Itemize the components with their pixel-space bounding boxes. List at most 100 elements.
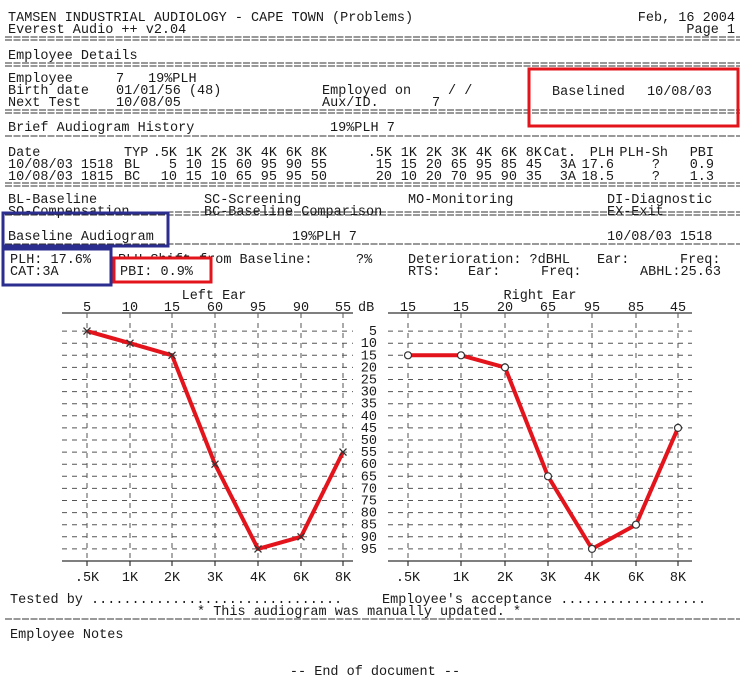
field-value: 01/01/56 (48) [116, 84, 221, 99]
marker [403, 351, 413, 360]
value-label: 15 [164, 301, 180, 316]
abhl: ABHL:25.63 [640, 265, 721, 280]
y-tick-label: 95 [361, 543, 377, 558]
table-cell: 65 [236, 170, 252, 185]
baseline-datetime: 10/08/03 1518 [607, 230, 712, 245]
column-header: Cat. [544, 146, 576, 161]
column-header: PBI [690, 146, 714, 161]
y-tick-label: 55 [361, 446, 377, 461]
highlight-box [527, 67, 740, 128]
column-header: 4K [476, 146, 493, 161]
table-cell: 95 [286, 170, 302, 185]
column-header: 1K [401, 146, 418, 161]
marker [587, 544, 597, 554]
column-header: 2K [426, 146, 443, 161]
table-cell: 95 [476, 158, 492, 173]
table-cell: 3A [560, 158, 577, 173]
table-cell: 15 [376, 158, 392, 173]
value-label: 15 [453, 301, 469, 316]
x-tick-label: .5K [396, 571, 421, 586]
table-cell: 17.6 [582, 158, 614, 173]
value-label: 5 [83, 301, 91, 316]
table-cell: 70 [451, 170, 467, 185]
column-header: 8K [311, 146, 328, 161]
column-header: 8K [526, 146, 543, 161]
table-cell: 90 [501, 170, 517, 185]
field-label: Next Test [8, 96, 81, 111]
marker [631, 520, 641, 529]
y-tick-label: 90 [361, 531, 377, 546]
column-header: 2K [211, 146, 228, 161]
value-label: 90 [293, 301, 309, 316]
y-tick-label: 20 [361, 361, 377, 376]
report-title: TAMSEN INDUSTRIAL AUDIOLOGY - CAPE TOWN … [8, 11, 413, 26]
table-cell: 20 [376, 170, 392, 185]
value-label: 10 [122, 301, 138, 316]
x-tick-label: 2K [164, 571, 181, 586]
marker [211, 460, 219, 469]
software: Everest Audio ++ v2.04 [8, 23, 186, 38]
x-tick-label: 6K [628, 571, 645, 586]
marker [168, 351, 176, 360]
type-legend: BL-Baseline SC-Screening MO-Monitoring DI-D… [8, 193, 712, 220]
plh: PLH: 17.6% [10, 253, 92, 268]
table-cell: 5 [169, 158, 177, 173]
y-tick-label: 5 [369, 325, 377, 340]
legend-entry: DI-Diagnostic [607, 193, 712, 208]
marker [83, 327, 91, 336]
category: CAT:3A [10, 265, 60, 280]
highlight-box [1, 211, 170, 248]
field-value: 7 [432, 96, 440, 111]
table-cell: 35 [526, 170, 542, 185]
column-header: 4K [261, 146, 278, 161]
section-heading: Brief Audiogram History [8, 121, 194, 136]
field-label: Freq: [541, 265, 582, 280]
field-label: Ear: [468, 265, 500, 280]
field-label: Employee [8, 72, 73, 87]
y-tick-label: 70 [361, 482, 377, 497]
y-tick-label: 30 [361, 386, 377, 401]
column-header: .5K [368, 146, 393, 161]
field-value: 10/08/05 [116, 96, 181, 111]
section-heading: Employee Details [8, 49, 138, 64]
y-tick-label: 35 [361, 398, 377, 413]
column-header: 1K [186, 146, 203, 161]
y-tick-label: 85 [361, 519, 377, 534]
column-header: TYP [124, 146, 148, 161]
value-label: 55 [335, 301, 351, 316]
table-cell: 60 [236, 158, 252, 173]
field-value: / / [448, 84, 472, 99]
x-tick-label: 1K [122, 571, 139, 586]
x-tick-label: .5K [75, 571, 100, 586]
history-table: Date TYP .5K 1K 2K 3K 4K 6K 8K .5K 1K 2K 3K 4K 6K 8K Cat… [8, 146, 714, 185]
y-tick-label: 25 [361, 374, 377, 389]
x-tick-label: 8K [335, 571, 352, 586]
y-tick-label: 60 [361, 458, 377, 473]
marker [126, 339, 134, 348]
marker [543, 472, 553, 481]
marker [500, 363, 510, 372]
x-tick-label: 4K [584, 571, 601, 586]
audiograms: dB5101520253035404550556065707580859095L… [62, 289, 692, 586]
field-label: Freq: [680, 253, 721, 268]
table-cell: 10 [161, 170, 177, 185]
note: * This audiogram was manually updated. * [197, 605, 521, 620]
legend-entry: EX-Exit [607, 205, 664, 220]
table-cell: 20 [426, 170, 442, 185]
table-cell: 15 [401, 158, 417, 173]
rules [5, 36, 740, 620]
table-cell: 50 [311, 170, 327, 185]
y-tick-label: 80 [361, 507, 377, 522]
page-number: Page 1 [686, 23, 735, 38]
table-cell: 85 [501, 158, 517, 173]
x-tick-label: 1K [453, 571, 470, 586]
legend-entry: MO-Monitoring [408, 193, 513, 208]
end-of-document: -- End of document -- [290, 665, 460, 680]
y-tick-label: 50 [361, 434, 377, 449]
table-cell: BC [124, 170, 140, 185]
table-cell: 95 [476, 170, 492, 185]
x-tick-label: 4K [250, 571, 267, 586]
legend-entry: BL-Baseline [8, 193, 97, 208]
table-cell: 10 [211, 170, 227, 185]
table-cell: 55 [311, 158, 327, 173]
